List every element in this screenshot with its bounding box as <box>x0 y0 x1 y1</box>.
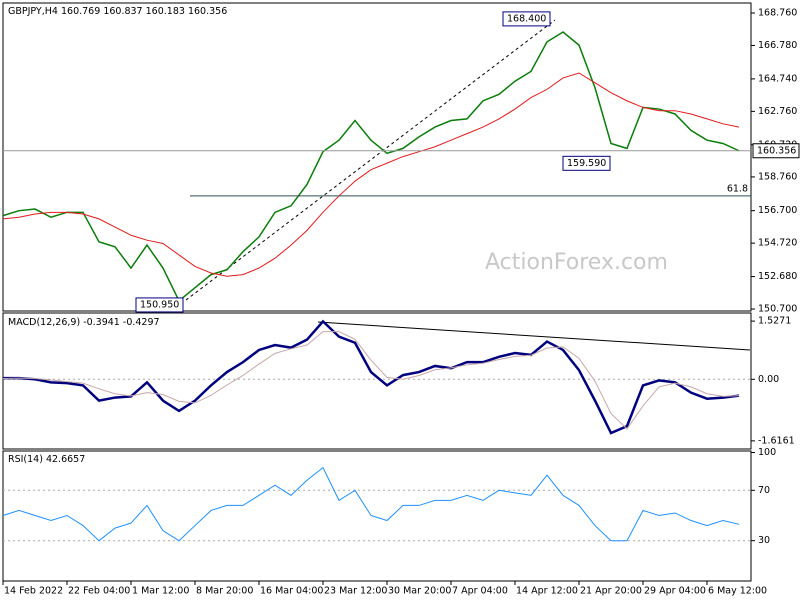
y-tick-label: 168.760 <box>758 7 797 18</box>
x-tick-label: 14 Apr 12:00 <box>516 586 578 597</box>
x-tick-label: 6 May 12:00 <box>708 586 767 597</box>
y-tick-label: 162.760 <box>758 106 797 117</box>
price-title: GBPJPY,H4 160.769 160.837 160.183 160.35… <box>8 6 227 17</box>
y-tick-label: 166.780 <box>758 40 797 51</box>
x-tick-label: 21 Apr 20:00 <box>580 586 642 597</box>
rsi-panel <box>2 450 752 582</box>
reading: -0.4297 <box>123 317 160 328</box>
y-tick-label: 158.760 <box>758 171 797 182</box>
series-line <box>2 331 740 430</box>
series-line <box>3 319 740 435</box>
y-tick-label: 164.740 <box>758 73 797 84</box>
indicator: RSI(14) <box>8 454 43 465</box>
y-tick-label: 0.00 <box>758 374 779 385</box>
y-tick-label: 100 <box>758 447 776 458</box>
high: 160.837 <box>103 6 142 17</box>
price-trendline <box>185 19 556 301</box>
y-tick-label: 30 <box>758 535 770 546</box>
current-price-label: 160.356 <box>757 145 796 156</box>
series-line <box>2 31 740 303</box>
annotation-box <box>562 155 611 171</box>
y-tick-label: 150.700 <box>758 304 797 315</box>
annotation-label: 168.400 <box>507 13 546 24</box>
fib-label: 61.8 <box>727 183 748 194</box>
macd-title: MACD(12,26,9) -0.3941 -0.4297 <box>8 317 160 328</box>
current-price-box <box>752 143 800 159</box>
annotation-box <box>502 11 551 27</box>
close: 160.356 <box>188 6 227 17</box>
x-tick-label: 7 Apr 04:00 <box>452 586 508 597</box>
x-tick-label: 22 Feb 04:00 <box>68 586 130 597</box>
y-tick-label: 154.720 <box>758 238 797 249</box>
low: 160.183 <box>146 6 185 17</box>
y-tick-label: 70 <box>758 485 770 496</box>
annotation-box <box>135 297 184 313</box>
series-line <box>2 72 740 277</box>
rsi-title: RSI(14) 42.6657 <box>8 454 85 465</box>
x-tick-label: 8 Mar 20:00 <box>196 586 253 597</box>
open: 160.769 <box>61 6 100 17</box>
annotation-label: 159.590 <box>567 158 606 169</box>
indicator: MACD(12,26,9) <box>8 317 80 328</box>
macd-panel <box>2 312 752 450</box>
reading: -0.3941 <box>83 317 120 328</box>
price-panel <box>2 2 752 312</box>
reading: 42.6657 <box>46 454 85 465</box>
y-tick-label: 152.680 <box>758 271 797 282</box>
y-tick-label: 156.700 <box>758 205 797 216</box>
x-tick-label: 14 Feb 2022 <box>4 586 63 597</box>
y-tick-label: 1.5271 <box>758 316 791 327</box>
macd-trendline <box>317 321 751 351</box>
x-tick-label: 23 Mar 12:00 <box>324 586 387 597</box>
series-line <box>2 466 740 542</box>
x-tick-label: 30 Mar 20:00 <box>388 586 451 597</box>
x-tick-label: 16 Mar 04:00 <box>260 586 323 597</box>
y-tick-label: -1.6161 <box>758 435 795 446</box>
watermark: ActionForex.com <box>485 250 668 275</box>
x-tick-label: 29 Apr 04:00 <box>644 586 706 597</box>
symbol: GBPJPY,H4 <box>8 6 58 17</box>
x-tick-label: 1 Mar 12:00 <box>132 586 189 597</box>
annotation-label: 150.950 <box>140 299 179 310</box>
